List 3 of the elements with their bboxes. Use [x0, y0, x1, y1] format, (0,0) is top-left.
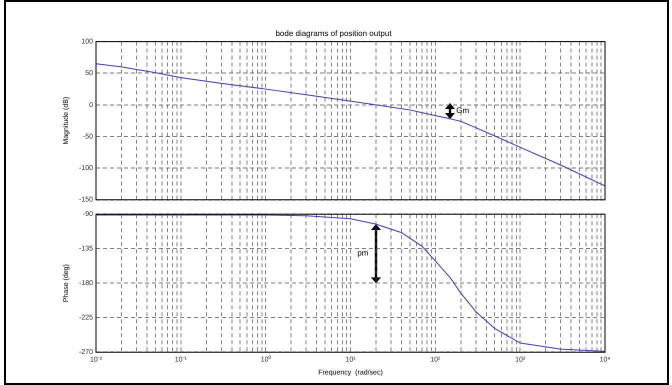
annotation: pm [357, 248, 369, 258]
annotation: Gm [456, 106, 470, 116]
chart-title: bode diagrams of position output [275, 29, 392, 38]
